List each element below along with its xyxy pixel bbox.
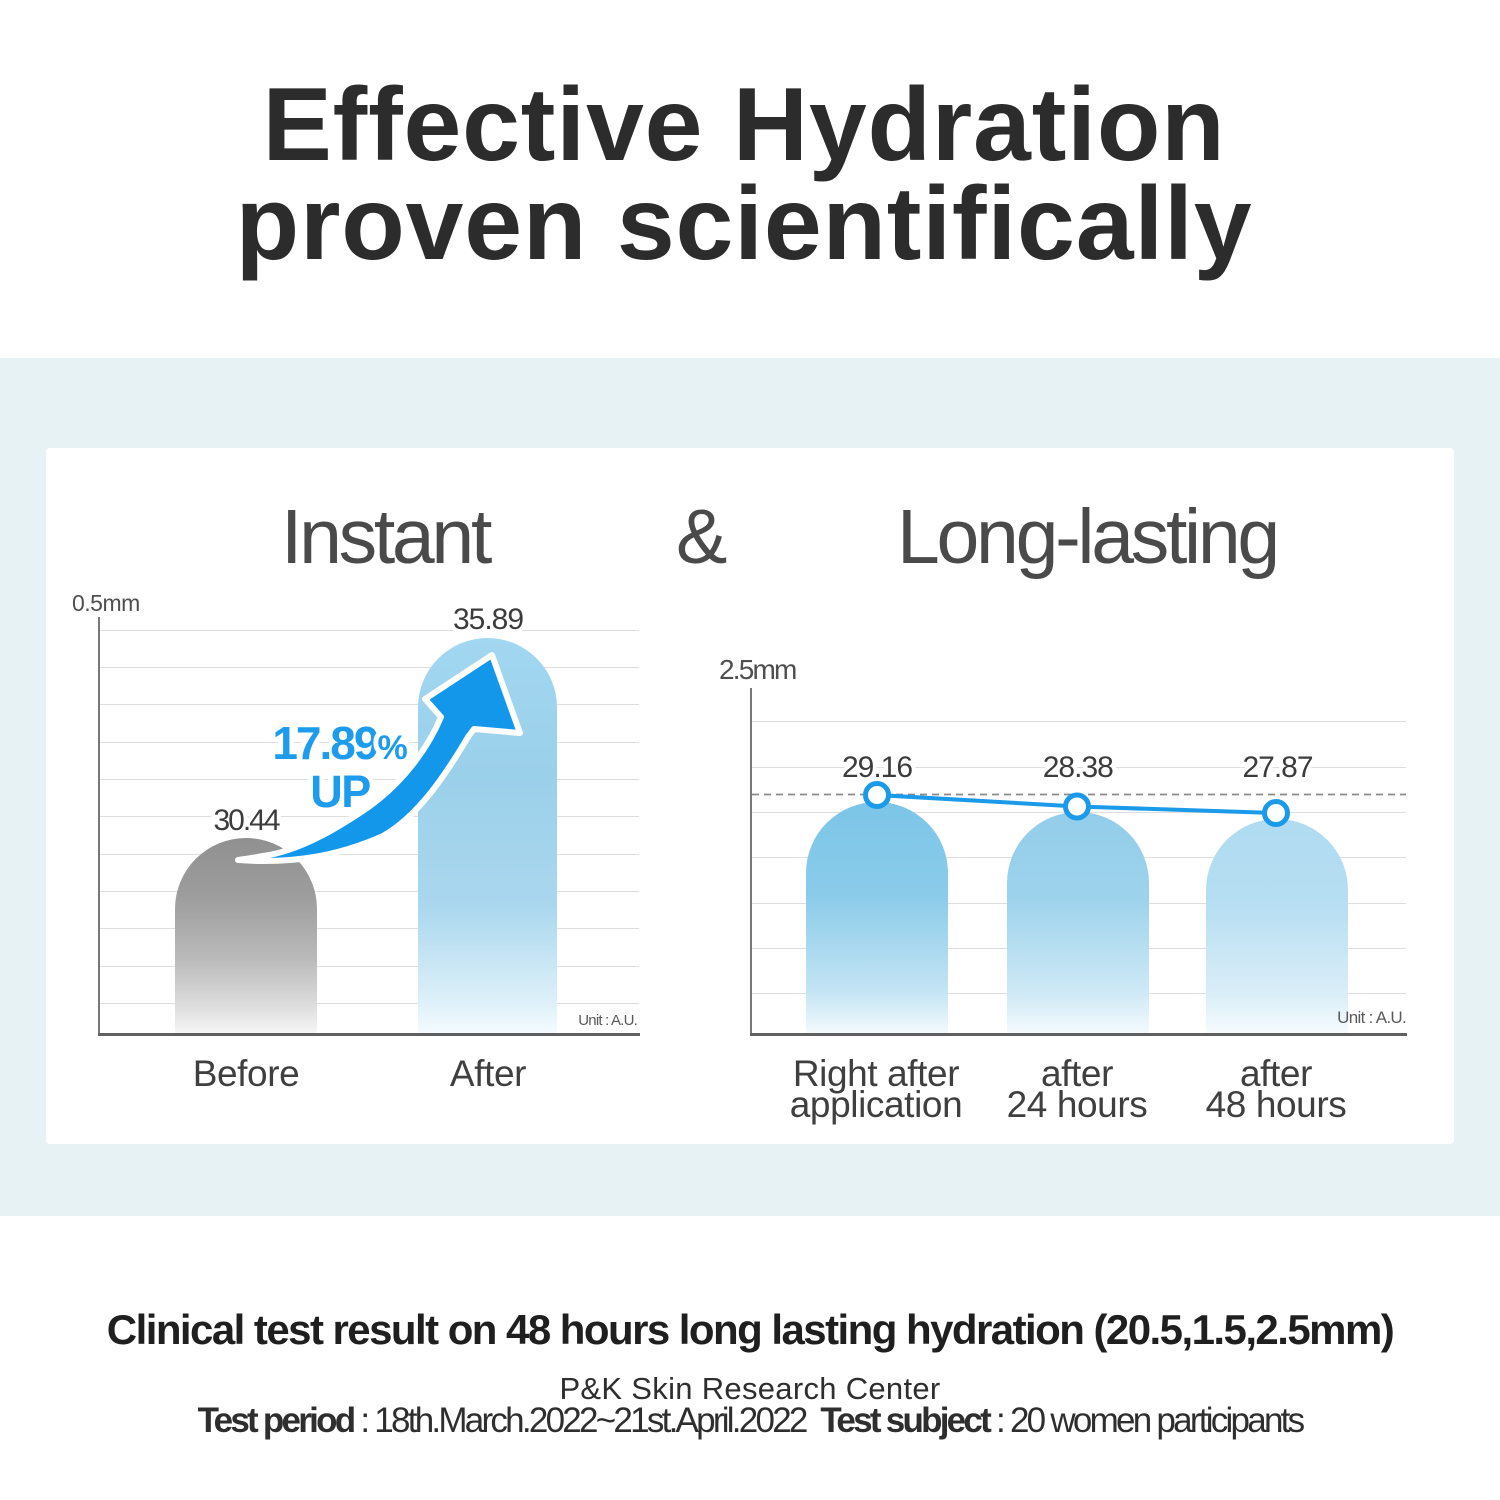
svg-text:17.89%: 17.89% [272, 717, 407, 769]
svg-text:35.89: 35.89 [453, 603, 523, 636]
svg-text:30.44: 30.44 [213, 804, 279, 837]
svg-text:29.16: 29.16 [842, 751, 912, 784]
svg-text:28.38: 28.38 [1043, 751, 1113, 784]
svg-text:27.87: 27.87 [1242, 751, 1312, 784]
svg-text:UP: UP [310, 766, 370, 817]
